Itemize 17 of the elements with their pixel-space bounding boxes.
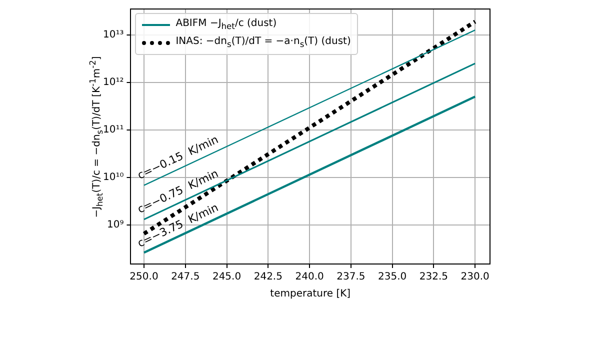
y-tick-label: 10¹⁰ xyxy=(102,172,124,183)
legend-label: ABIFM −J$_{het}$/c (dust) xyxy=(176,17,277,33)
x-tick-label: 235.0 xyxy=(378,272,407,283)
x-tick-label: 240.0 xyxy=(295,272,324,283)
x-tick-label: 232.5 xyxy=(419,272,448,283)
x-tick-label: 237.5 xyxy=(336,272,366,283)
y-tick-label: 10¹¹ xyxy=(102,124,124,136)
x-tick-label: 242.5 xyxy=(254,272,282,283)
x-tick-label: 250.0 xyxy=(130,272,158,283)
y-tick-label: 10¹² xyxy=(102,76,124,88)
x-tick-label: 247.5 xyxy=(171,272,200,283)
x-tick-label: 245.0 xyxy=(212,272,242,283)
y-tick-label: 10¹³ xyxy=(102,29,124,40)
legend-label: INAS: −dn$_{s}$(T)/dT = −a·n$_{s}$(T) (dust) xyxy=(176,35,351,51)
y-tick-label: 10⁹ xyxy=(107,219,124,230)
x-axis-title: temperature [K] xyxy=(270,288,351,300)
x-tick-label: 230.0 xyxy=(460,272,490,283)
